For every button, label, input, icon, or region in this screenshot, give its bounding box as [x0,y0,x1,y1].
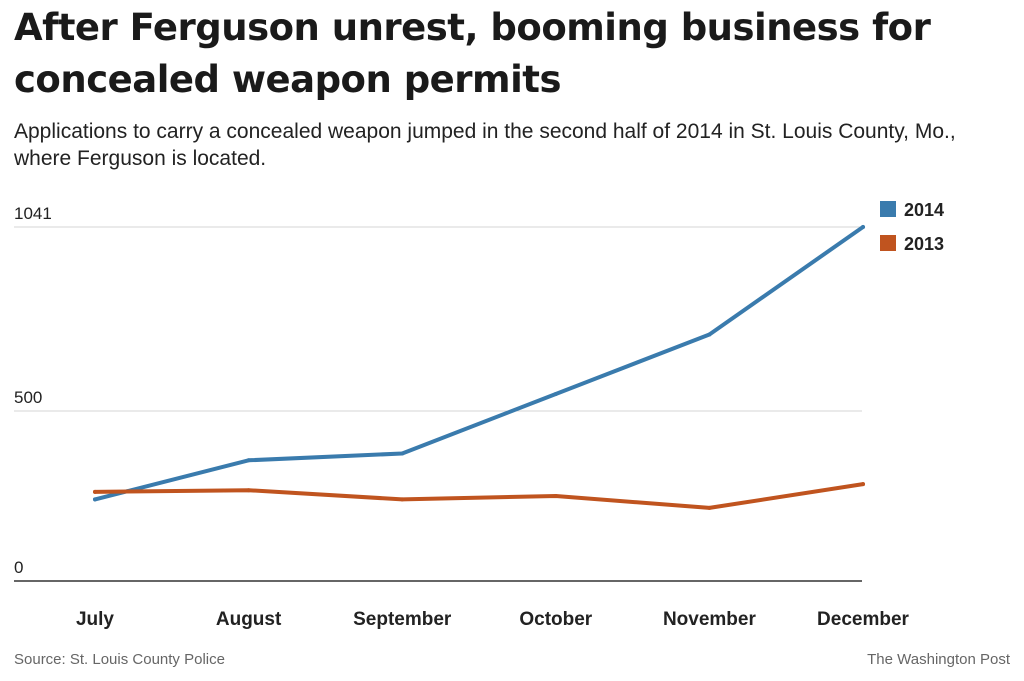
data-point-2013 [400,497,405,502]
y-tick-label: 0 [14,558,23,577]
data-point-2013 [246,488,251,493]
y-axis-ticks: 0 500 1041 [14,204,52,577]
publisher-credit: The Washington Post [867,651,1010,668]
legend-label: 2013 [904,234,944,254]
data-point-2014 [246,458,251,463]
legend: 2014 2013 [880,200,944,254]
data-point-2013 [93,489,97,494]
chart-title: After Ferguson unrest, booming business … [14,6,931,101]
x-tick-label: August [216,609,282,630]
series-line-2013 [93,482,865,510]
series-line-2014 [93,225,865,502]
data-point-2014 [707,332,712,337]
x-tick-label: October [519,609,592,630]
x-tick-label: November [663,609,757,630]
y-tick-label: 500 [14,388,42,407]
data-point-2013 [707,505,712,510]
x-axis-labels: July August September October November Decemb… [76,609,910,630]
data-point-2014 [400,451,405,456]
x-tick-label: September [353,609,452,630]
data-point-2013 [861,482,865,487]
data-point-2013 [553,493,558,498]
legend-swatch-2014 [880,201,896,217]
gridlines [14,226,862,412]
series-lines [93,225,865,510]
data-point-2014 [553,391,558,396]
legend-swatch-2013 [880,235,896,251]
source-note: Source: St. Louis County Police [14,651,225,668]
x-tick-label: July [76,609,114,630]
chart-subtitle: Applications to carry a concealed weapon… [14,120,956,170]
legend-label: 2014 [904,200,944,220]
data-point-2014 [861,225,865,229]
x-tick-label: December [817,609,909,630]
data-point-2014 [93,497,97,502]
y-tick-label: 1041 [14,204,52,223]
